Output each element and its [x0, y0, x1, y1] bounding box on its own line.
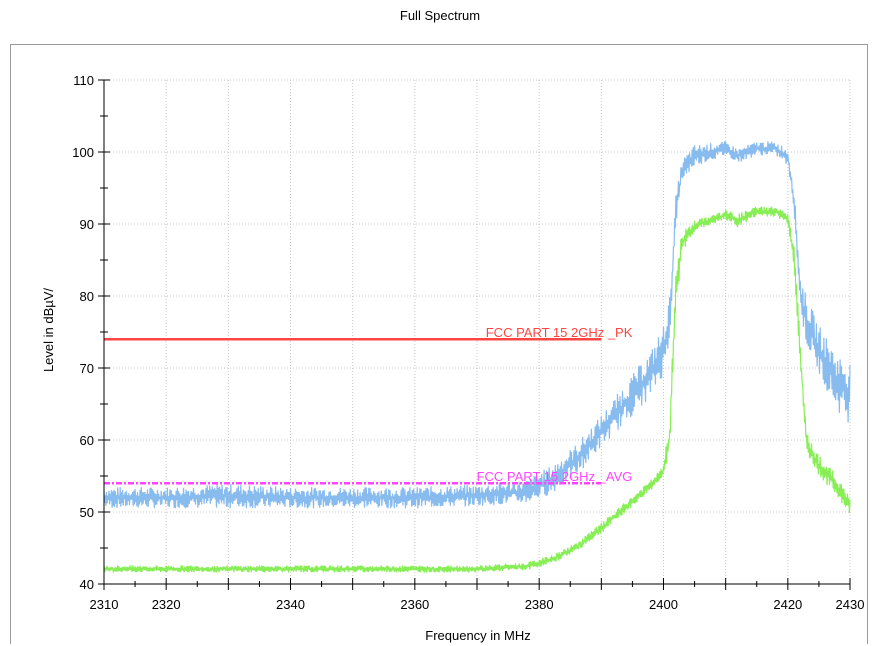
x-tick-label: 2400	[649, 597, 678, 612]
x-tick-label: 2310	[90, 597, 119, 612]
trace-2	[103, 206, 851, 573]
y-axis-label: Level in dBµV/	[41, 288, 56, 372]
x-axis-label: Frequency in MHz	[425, 628, 530, 643]
x-tick-label: 2340	[276, 597, 305, 612]
y-tick-label: 40	[80, 577, 94, 592]
chart-title: Full Spectrum	[399, 8, 481, 23]
x-tick-label: 2380	[525, 597, 554, 612]
x-tick-label: 2360	[400, 597, 429, 612]
limit-label: FCC PART 15 2GHz _PK	[486, 325, 633, 340]
x-tick-label: 2430	[836, 597, 865, 612]
y-tick-label: 70	[80, 361, 94, 376]
limit-label: FCC PART 15 2GHz _AVG	[477, 469, 633, 484]
y-tick-label: 80	[80, 289, 94, 304]
trace-1	[103, 141, 851, 509]
chart-frame	[10, 44, 868, 644]
y-tick-label: 100	[72, 145, 94, 160]
y-tick-label: 60	[80, 433, 94, 448]
x-tick-label: 2320	[152, 597, 181, 612]
x-tick-label: 2420	[773, 597, 802, 612]
y-tick-label: 90	[80, 217, 94, 232]
y-tick-label: 50	[80, 505, 94, 520]
y-tick-label: 110	[73, 73, 94, 88]
